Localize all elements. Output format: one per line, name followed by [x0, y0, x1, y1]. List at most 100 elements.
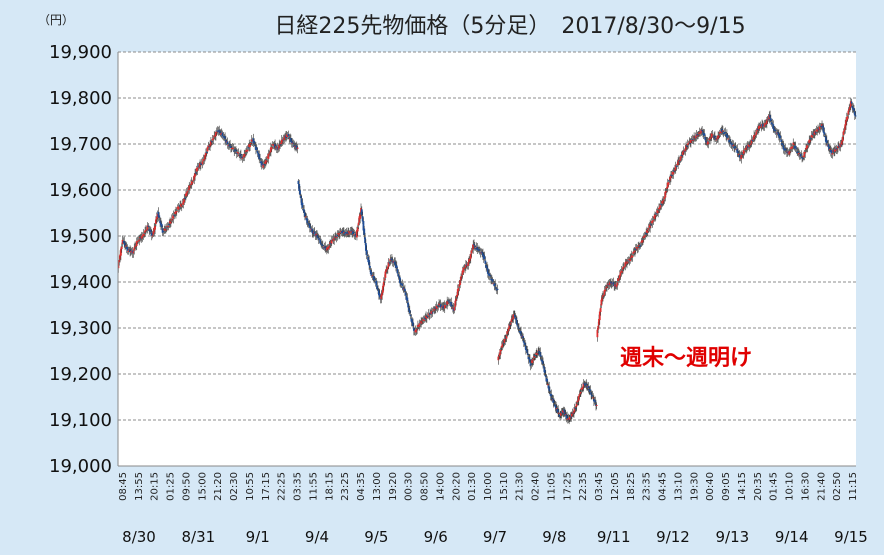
candle-body — [507, 331, 509, 333]
candle-body — [688, 141, 691, 143]
candle-body — [522, 340, 525, 343]
candle-body — [170, 218, 173, 221]
candle-body — [450, 302, 453, 307]
date-label: 9/6 — [424, 528, 448, 546]
x-tick-label: 02:40 — [531, 472, 542, 501]
candle-body — [204, 154, 206, 160]
candle-body — [617, 278, 620, 282]
candle-body — [626, 262, 628, 264]
candle-body — [337, 233, 340, 235]
candle-body — [328, 245, 331, 248]
candle-body — [781, 143, 784, 145]
candle-body — [425, 317, 428, 319]
candle-body — [670, 174, 673, 176]
candle-body — [708, 138, 711, 141]
date-label: 9/11 — [597, 528, 631, 546]
candle-body — [311, 228, 314, 233]
x-tick-label: 20:35 — [753, 472, 764, 501]
x-tick-label: 17:25 — [562, 472, 573, 501]
candle-body — [825, 139, 828, 144]
candle-body — [534, 355, 537, 357]
candle-body — [638, 246, 641, 248]
candle-body — [533, 356, 536, 358]
candle-body — [616, 282, 619, 286]
candle-body — [753, 134, 755, 140]
candle-body — [635, 246, 638, 249]
candle-body — [460, 276, 462, 281]
candle-body — [707, 142, 710, 144]
candle-body — [639, 244, 642, 246]
candle-body — [551, 397, 553, 399]
candle-body — [627, 259, 630, 261]
candle-body — [589, 389, 592, 392]
candle-body — [299, 190, 301, 195]
y-tick-label: 19,000 — [49, 456, 112, 477]
candle-body — [363, 228, 366, 235]
candle-body — [727, 138, 730, 140]
candle-body — [319, 239, 322, 244]
candle-body — [599, 307, 602, 312]
date-labels: 8/30 8/31 9/1 9/4 9/5 9/6 9/7 9/8 9/11 9/12 9/13 9/… — [122, 528, 868, 546]
candle-body — [674, 165, 677, 170]
candle-body — [624, 262, 627, 267]
candle-body — [330, 243, 332, 245]
candle-body — [240, 154, 242, 156]
candle-body — [239, 154, 241, 157]
date-label: 9/5 — [364, 528, 388, 546]
y-tick-label: 19,500 — [49, 226, 112, 247]
candle-body — [303, 209, 305, 213]
candle-body — [665, 190, 668, 193]
candle-body — [144, 230, 146, 233]
candle-body — [214, 136, 216, 138]
candle-body — [771, 123, 774, 125]
candle-body — [546, 384, 549, 386]
candle-body — [370, 272, 373, 276]
candle-body — [737, 154, 740, 156]
candle-body — [417, 326, 420, 328]
x-tick-label: 18:25 — [626, 472, 637, 501]
candle-body — [211, 139, 214, 141]
candle-body — [151, 235, 154, 237]
candle-body — [756, 129, 759, 132]
candle-body — [672, 171, 675, 175]
candle-body — [247, 147, 250, 149]
candle-body — [745, 147, 747, 150]
candle-body — [528, 357, 531, 360]
candle-body — [263, 164, 266, 166]
candle-body — [801, 157, 804, 159]
candle-body — [682, 151, 684, 156]
candle-body — [615, 284, 618, 288]
date-label: 9/14 — [775, 528, 809, 546]
candle-body — [369, 265, 371, 268]
candle-body — [361, 216, 364, 222]
candle-body — [701, 129, 704, 131]
candle-body — [267, 154, 270, 160]
candle-body — [210, 141, 212, 145]
candle-body — [258, 154, 261, 159]
x-tick-label: 01:25 — [166, 472, 177, 501]
candle-body — [201, 161, 204, 165]
candle-body — [853, 111, 856, 116]
candle-body — [606, 286, 608, 288]
candle-body — [610, 281, 612, 284]
candle-body — [792, 142, 795, 145]
candle-body — [368, 260, 371, 266]
candle-body — [784, 148, 787, 151]
candle-body — [469, 258, 471, 262]
candle-body — [216, 130, 219, 132]
x-tick-label: 18:15 — [324, 472, 335, 501]
candle-body — [268, 153, 271, 155]
candle-body — [373, 278, 376, 280]
candle-body — [300, 198, 303, 206]
candle-body — [262, 164, 265, 168]
candle-body — [830, 150, 833, 154]
candle-body — [629, 258, 632, 262]
candle-body — [809, 139, 811, 142]
candle-body — [840, 144, 843, 146]
candle-body — [718, 136, 720, 138]
x-tick-label: 15:10 — [499, 472, 510, 501]
candle-body — [578, 394, 581, 397]
candle-body — [675, 166, 678, 168]
candle-body — [318, 238, 321, 240]
candle-body — [522, 336, 524, 339]
